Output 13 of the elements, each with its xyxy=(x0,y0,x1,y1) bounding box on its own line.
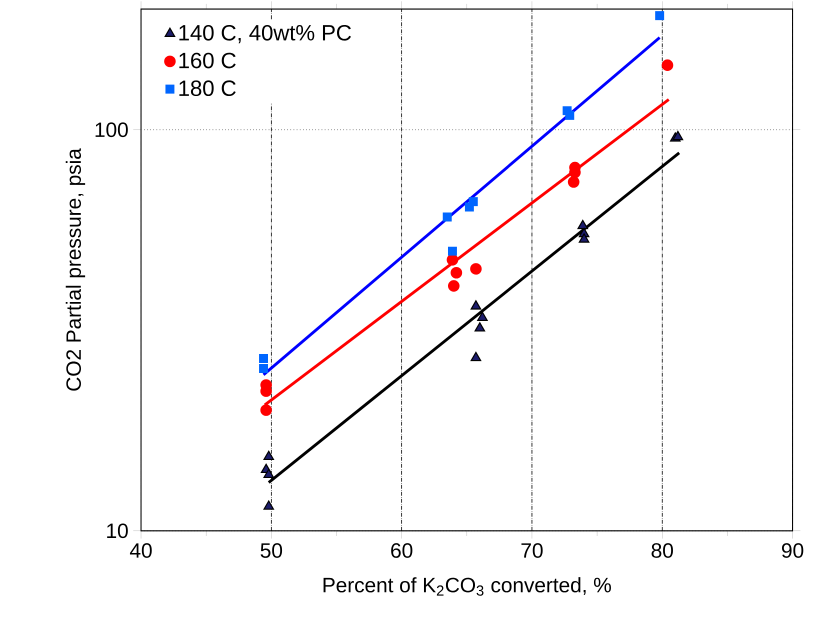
legend-label: 180 C xyxy=(179,80,236,96)
legend-label: 160 C xyxy=(179,52,236,69)
y-tick-label: 100 xyxy=(96,122,128,138)
legend-label: 140 C, 40wt% PC xyxy=(179,25,351,44)
x-tick-label: 90 xyxy=(782,543,804,558)
x-tick-label: 80 xyxy=(652,543,673,558)
x-tick-label: 70 xyxy=(521,543,543,558)
y-axis-title: CO2 Partial pressure, psia xyxy=(66,148,86,391)
x-tick-label: 40 xyxy=(130,543,152,558)
y-tick-label: 10 xyxy=(107,524,128,538)
x-tick-label: 50 xyxy=(260,543,282,558)
x-axis-title: Percent of K$_{2}$CO$_{3}$ converted, % xyxy=(324,577,611,596)
x-tick-label: 60 xyxy=(391,543,412,558)
